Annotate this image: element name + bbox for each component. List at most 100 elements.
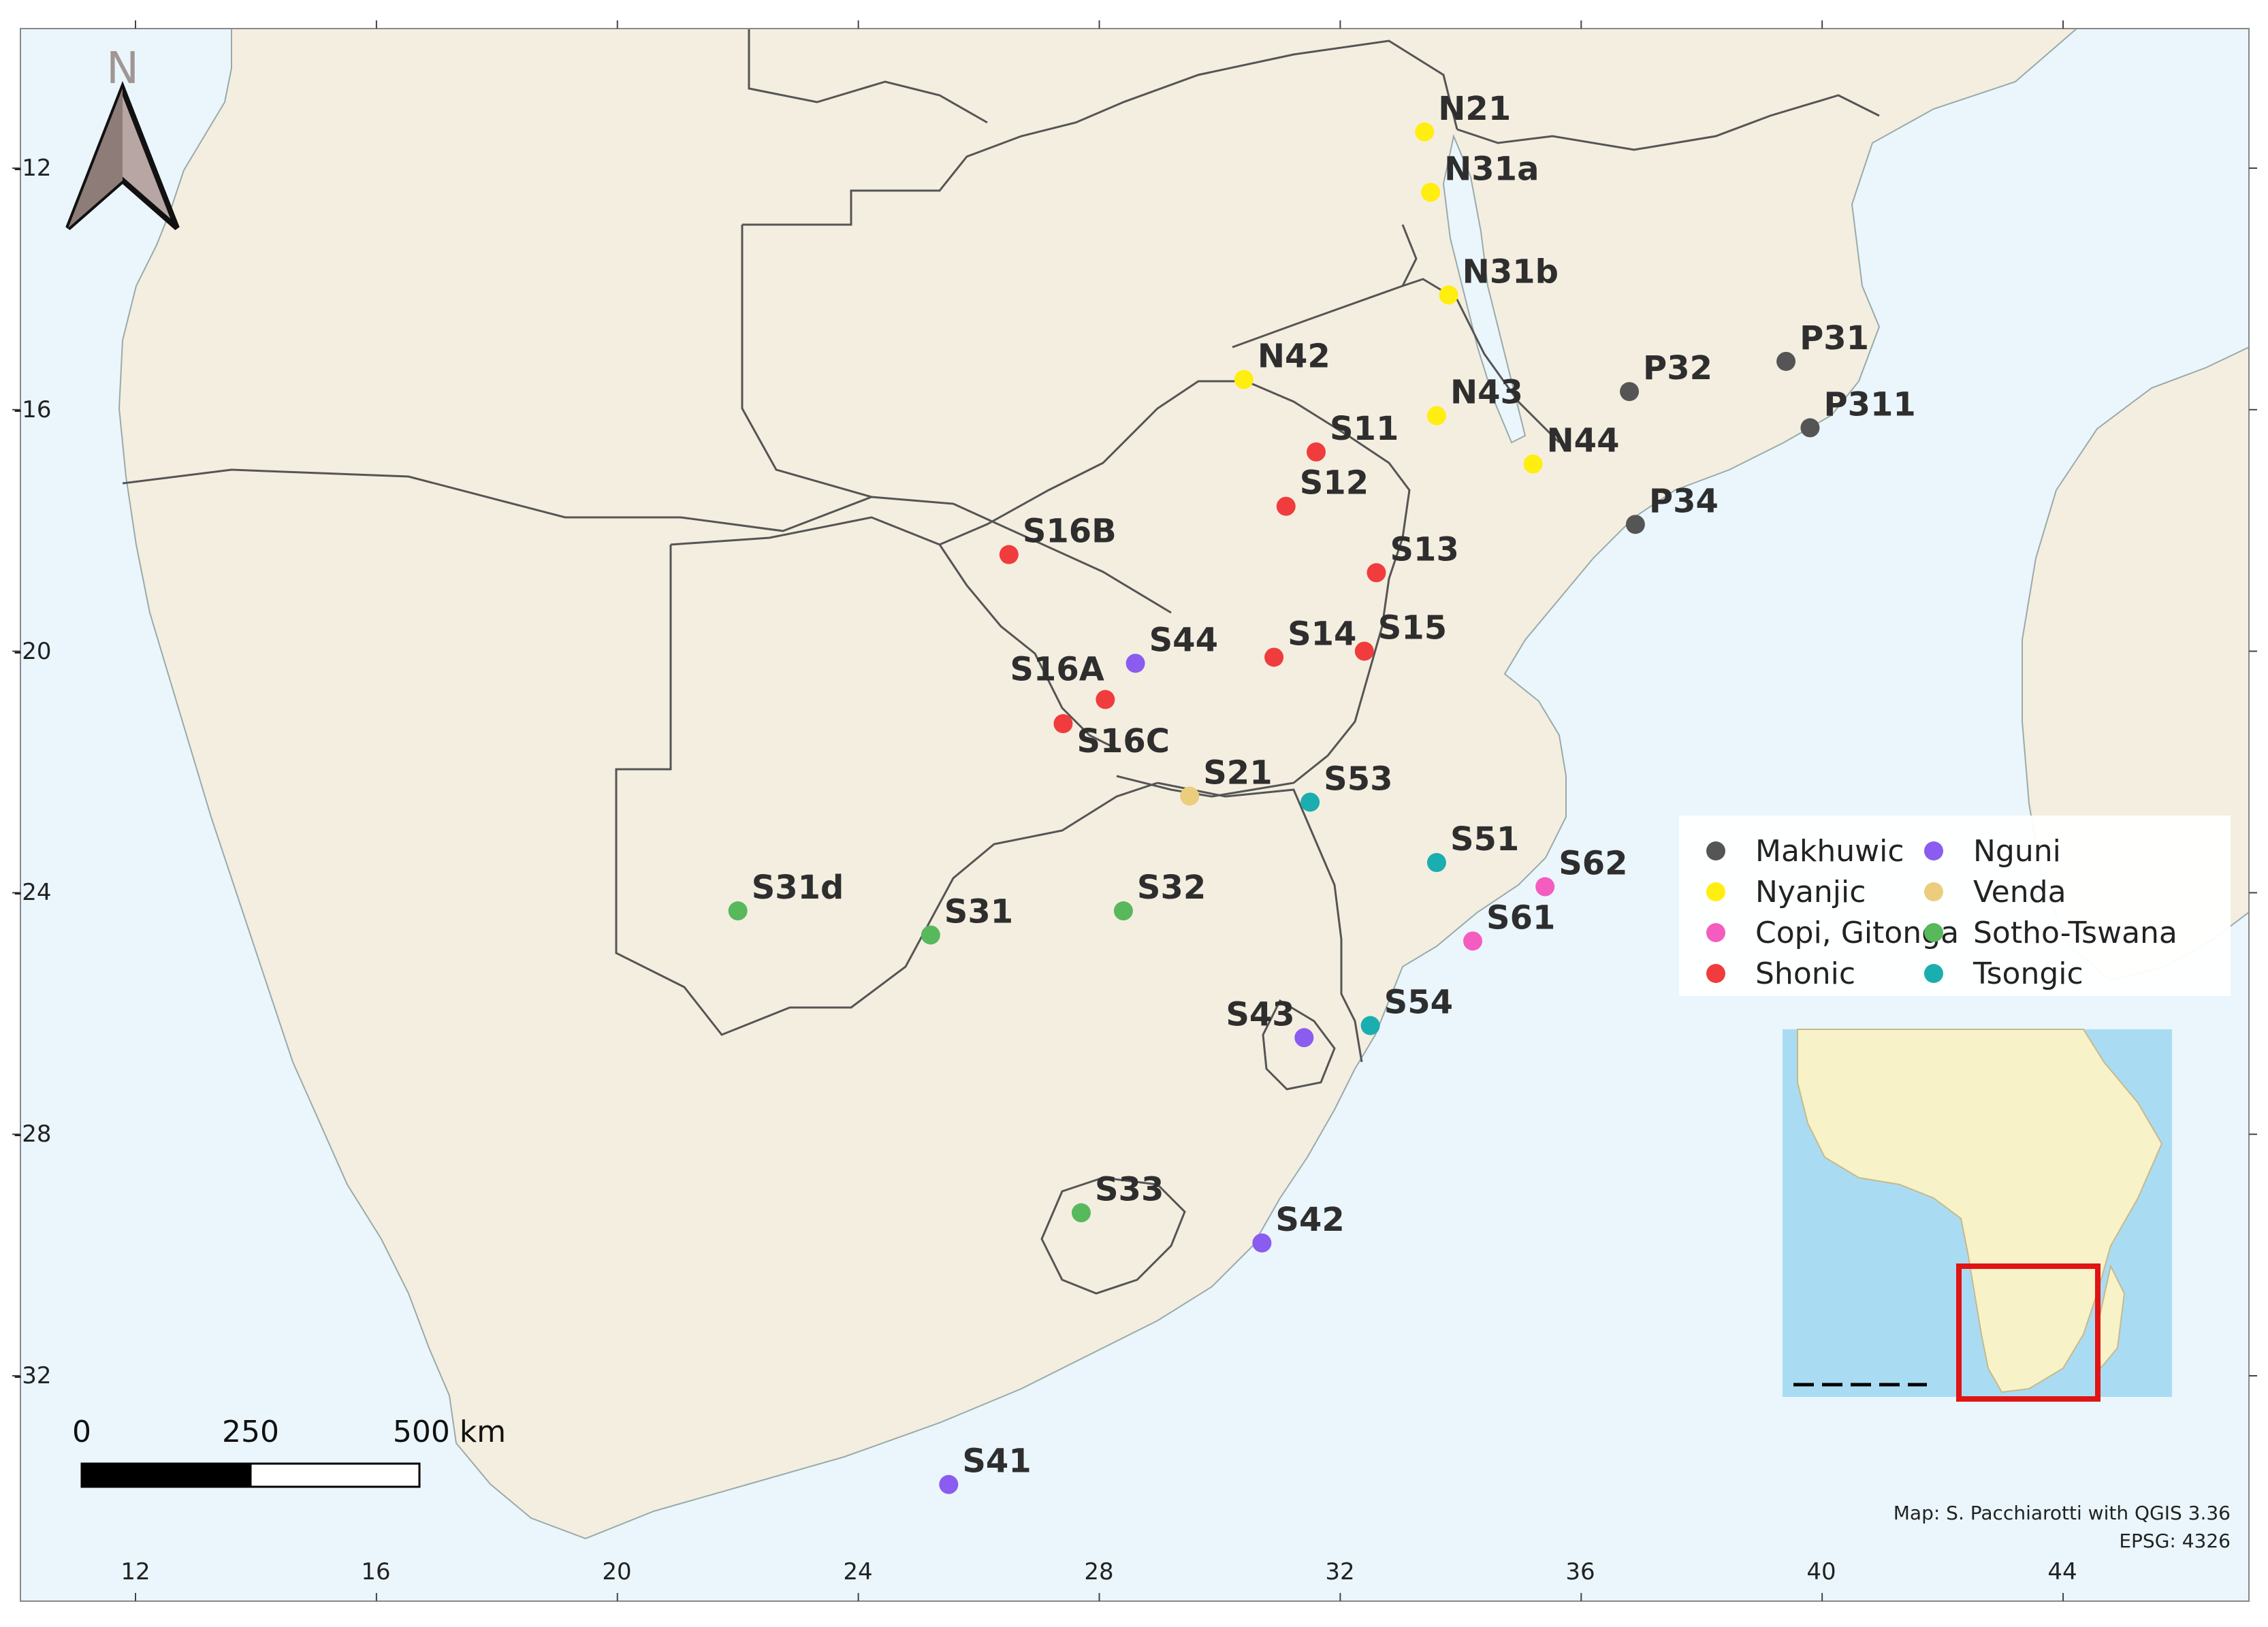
site-label-s51: S51: [1450, 820, 1519, 858]
site-marker-n42: [1234, 370, 1253, 389]
site-label-n43: N43: [1450, 374, 1523, 412]
site-marker-s43: [1294, 1028, 1314, 1048]
site-label-n21: N21: [1438, 90, 1511, 128]
map-epsg: EPSG: 4326: [2119, 1530, 2231, 1552]
map-credit: Map: S. Pacchiarotti with QGIS 3.36: [1894, 1502, 2231, 1524]
inset-africa-map: [1783, 1029, 2172, 1402]
site-label-s15: S15: [1378, 609, 1447, 647]
site-label-s32: S32: [1137, 869, 1206, 907]
site-marker-s54: [1360, 1016, 1380, 1035]
legend-swatch: [1706, 964, 1725, 983]
site-marker-s12: [1276, 496, 1296, 516]
legend-label: Makhuwic: [1755, 834, 1904, 869]
site-marker-n21: [1415, 122, 1435, 142]
site-marker-p32: [1620, 382, 1640, 402]
site-marker-s33: [1071, 1203, 1091, 1223]
site-marker-p311: [1800, 418, 1820, 438]
site-label-s31: S31: [944, 892, 1013, 931]
site-marker-s62: [1535, 877, 1555, 897]
land-southern-africa: [118, 29, 2078, 1540]
site-marker-s61: [1463, 931, 1483, 951]
legend-label: Shonic: [1755, 956, 1855, 991]
site-label-s62: S62: [1559, 845, 1627, 883]
legend-swatch: [1706, 923, 1725, 942]
site-marker-s53: [1300, 792, 1320, 812]
lat-tick-label: -28: [14, 1121, 52, 1148]
scale-label: 250: [222, 1415, 279, 1449]
scale-label: 0: [72, 1415, 91, 1449]
lat-tick-label: -20: [14, 638, 52, 665]
site-label-s33: S33: [1095, 1171, 1164, 1209]
legend-swatch: [1924, 923, 1943, 942]
legend-swatch: [1706, 882, 1725, 901]
north-label: N: [106, 44, 139, 94]
legend-swatch: [1924, 882, 1943, 901]
site-label-p32: P32: [1643, 349, 1712, 387]
legend-label: Sotho-Tswana: [1973, 916, 2177, 950]
site-label-s14: S14: [1288, 615, 1356, 653]
site-label-s16b: S16B: [1023, 513, 1117, 551]
site-marker-s31d: [728, 901, 748, 921]
site-marker-p31: [1776, 351, 1796, 371]
lat-tick-label: -24: [14, 879, 52, 906]
site-label-n31a: N31a: [1444, 150, 1539, 188]
lat-tick-label: -32: [14, 1362, 52, 1389]
country-borders: [122, 29, 1880, 1295]
site-label-n31b: N31b: [1463, 253, 1559, 291]
site-marker-s15: [1354, 641, 1374, 661]
site-marker-s16c: [1053, 714, 1073, 734]
site-label-p311: P311: [1823, 385, 1915, 423]
lon-tick-label: 12: [121, 1558, 150, 1585]
site-label-s41: S41: [962, 1443, 1031, 1481]
site-label-s61: S61: [1486, 899, 1555, 937]
site-marker-s51: [1426, 853, 1446, 873]
site-marker-s41: [939, 1475, 959, 1494]
legend-label: Nyanjic: [1755, 875, 1866, 909]
site-marker-p34: [1625, 515, 1645, 534]
longitude-labels: 12 16 20 24 28 32 36 40 44: [121, 1558, 2077, 1585]
site-label-s16a: S16A: [1010, 651, 1104, 689]
site-label-n44: N44: [1547, 422, 1620, 460]
site-marker-n43: [1426, 406, 1446, 425]
site-marker-s21: [1180, 786, 1200, 806]
legend-label: Nguni: [1973, 834, 2061, 869]
scale-label: 500 km: [393, 1415, 506, 1449]
site-marker-n44: [1523, 454, 1543, 474]
site-label-s31d: S31d: [752, 869, 844, 907]
lon-tick-label: 24: [843, 1558, 872, 1585]
lon-tick-label: 28: [1084, 1558, 1113, 1585]
site-marker-s32: [1113, 901, 1133, 921]
site-marker-n31b: [1439, 285, 1458, 305]
lon-tick-label: 16: [361, 1558, 390, 1585]
site-label-s54: S54: [1384, 984, 1453, 1022]
site-marker-s16a: [1096, 690, 1115, 709]
site-marker-s11: [1307, 442, 1326, 462]
legend-label: Tsongic: [1972, 956, 2083, 991]
site-marker-s31: [921, 925, 940, 945]
lon-tick-label: 44: [2047, 1558, 2077, 1585]
site-label-s21: S21: [1203, 754, 1272, 792]
site-label-s13: S13: [1390, 530, 1458, 568]
lon-tick-label: 40: [1806, 1558, 1836, 1585]
lon-tick-label: 32: [1325, 1558, 1354, 1585]
site-label-p31: P31: [1800, 319, 1869, 357]
site-label-s16c: S16C: [1076, 722, 1170, 760]
site-label-p34: P34: [1649, 482, 1719, 520]
legend-label: Venda: [1973, 875, 2066, 909]
site-label-s43: S43: [1226, 995, 1294, 1033]
legend-swatch: [1924, 841, 1943, 860]
site-marker-s14: [1264, 647, 1284, 667]
inset-highlight-box: [1956, 1263, 2101, 1402]
site-label-s44: S44: [1149, 621, 1218, 659]
latitude-labels: -12 -16 -20 -24 -28 -32: [14, 155, 52, 1389]
lake-malawi: [1442, 133, 1527, 444]
lat-tick-label: -12: [14, 155, 52, 182]
legend-box: [1679, 816, 2231, 996]
lon-tick-label: 20: [602, 1558, 631, 1585]
site-label-s11: S11: [1330, 410, 1399, 448]
site-marker-s13: [1367, 563, 1386, 583]
site-marker-s42: [1252, 1233, 1272, 1253]
inset-africa-land: [1797, 1029, 2163, 1394]
